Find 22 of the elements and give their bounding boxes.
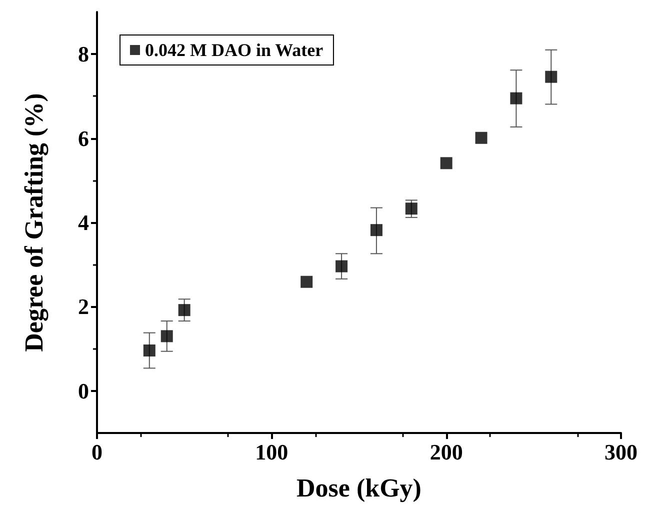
point bbox=[143, 344, 156, 356]
point bbox=[336, 260, 348, 272]
x-tick-label: 300 bbox=[604, 440, 638, 464]
legend-label: 0.042 M DAO in Water bbox=[145, 40, 324, 60]
y-axis-title: Degree of Grafting (%) bbox=[20, 93, 48, 352]
point bbox=[160, 330, 173, 342]
point bbox=[300, 276, 313, 288]
point bbox=[510, 92, 522, 104]
x-axis-title: Dose (kGy) bbox=[296, 474, 422, 502]
point bbox=[405, 202, 418, 215]
y-tick-label: 2 bbox=[78, 294, 89, 320]
point bbox=[178, 304, 190, 316]
y-tick-label: 0 bbox=[78, 378, 89, 404]
x-tick-label: 100 bbox=[255, 440, 288, 464]
point bbox=[440, 157, 452, 170]
y-tick-label: 8 bbox=[78, 42, 89, 67]
point bbox=[370, 224, 382, 236]
point bbox=[545, 70, 558, 83]
y-tick-label: 6 bbox=[78, 126, 89, 151]
y-tick-label: 4 bbox=[78, 210, 89, 235]
x-tick-label: 200 bbox=[430, 440, 463, 464]
point bbox=[475, 132, 488, 144]
